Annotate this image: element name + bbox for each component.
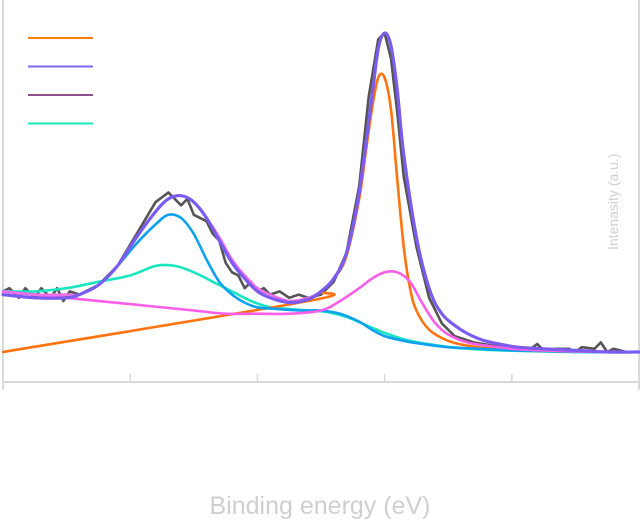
- series-line-component-4: [1, 269, 640, 354]
- series-line-component-2: [1, 263, 640, 354]
- series-line-envelope: [1, 31, 640, 354]
- x-axis-label: Binding energy (eV): [209, 492, 431, 520]
- x-ticks: [2, 374, 640, 382]
- series-line-measured: [1, 31, 640, 354]
- series-group: [1, 31, 640, 354]
- series-line-fit-envelope: [1, 31, 640, 354]
- y-axis-label: Intenasity (a.u.): [605, 153, 621, 251]
- legend: [28, 37, 93, 125]
